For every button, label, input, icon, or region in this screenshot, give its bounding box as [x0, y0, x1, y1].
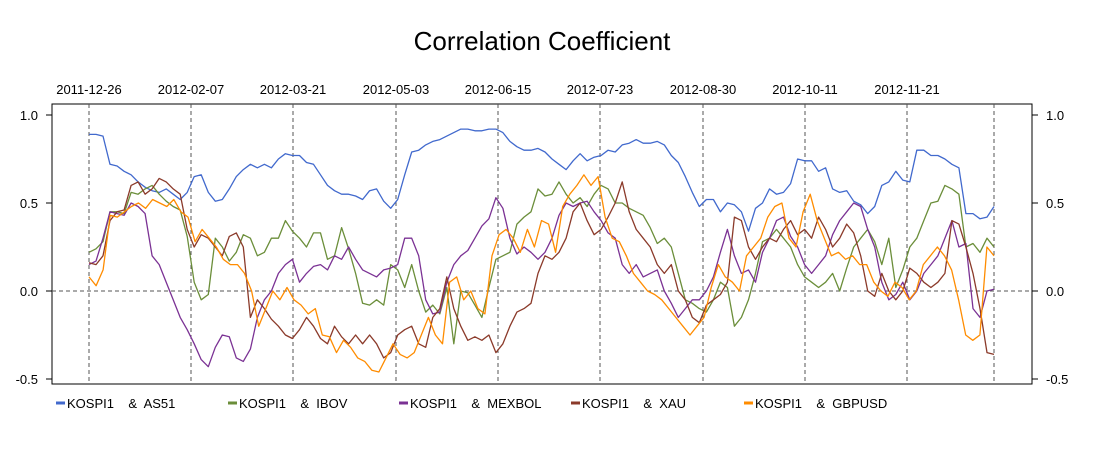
y-tick-labels: -0.5 -0.5 0.0 0.0 0.5 0.5 1.0 1.0 — [16, 108, 1069, 387]
series-line-2 — [88, 197, 995, 368]
x-tick-label: 2012-07-23 — [567, 82, 634, 97]
y-tick-label-right: 0.0 — [1046, 284, 1064, 299]
x-tick-label: 2012-08-30 — [670, 82, 737, 97]
y-tick-label-left: 1.0 — [20, 108, 38, 123]
grid-lines — [52, 104, 1032, 384]
x-tick-label: 2012-10-11 — [772, 82, 838, 97]
y-tick-label-left: -0.5 — [16, 372, 38, 387]
x-tick-labels: 2011-12-26 2012-02-07 2012-03-21 2012-05-03… — [56, 82, 940, 97]
x-tick-label: 2012-06-15 — [465, 82, 532, 97]
series-line-4 — [88, 174, 995, 373]
legend-label: KOSPI1 & MEXBOL — [410, 396, 542, 411]
legend-label: KOSPI1 & IBOV — [239, 396, 348, 411]
series-line-3 — [88, 177, 995, 359]
y-tick-label-right: 0.5 — [1046, 196, 1064, 211]
y-tick-label-right: 1.0 — [1046, 108, 1064, 123]
series-lines — [88, 128, 995, 373]
series-line-0 — [89, 128, 995, 232]
y-tick-label-right: -0.5 — [1046, 372, 1068, 387]
legend: KOSPI1 & AS51 KOSPI1 & IBOV KOSPI1 & MEXBO… — [56, 396, 887, 411]
series-line-1 — [88, 181, 995, 345]
plot-frame — [51, 103, 1033, 385]
legend-label: KOSPI1 & AS51 — [67, 396, 175, 411]
x-tick-label: 2011-12-26 — [56, 82, 122, 97]
y-tick-label-left: 0.0 — [20, 284, 38, 299]
chart-title: Correlation Coefficient — [414, 26, 672, 56]
x-tick-label: 2012-11-21 — [874, 82, 940, 97]
x-tick-label: 2012-02-07 — [158, 82, 225, 97]
legend-label: KOSPI1 & XAU — [582, 396, 686, 411]
legend-label: KOSPI1 & GBPUSD — [755, 396, 887, 411]
x-tick-label: 2012-03-21 — [260, 82, 327, 97]
y-tick-label-left: 0.5 — [20, 196, 38, 211]
x-tick-label: 2012-05-03 — [363, 82, 430, 97]
